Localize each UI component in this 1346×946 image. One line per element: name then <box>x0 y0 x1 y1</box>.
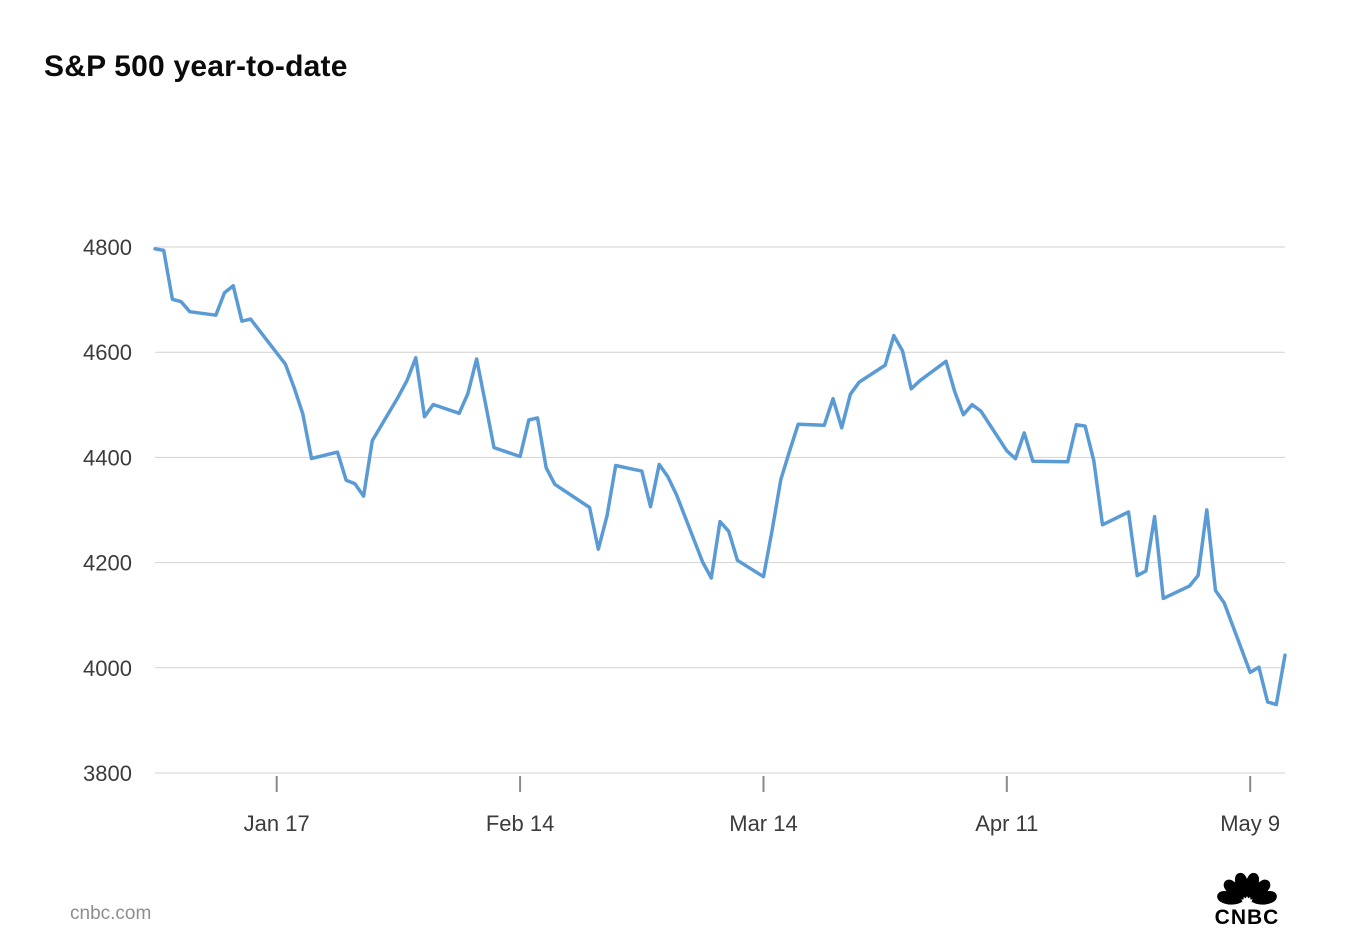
y-axis-tick-label: 4200 <box>83 551 132 576</box>
source-attribution: cnbc.com <box>70 903 152 924</box>
cnbc-logo: CNBC <box>1206 854 1288 930</box>
y-axis-tick-label: 4800 <box>83 235 132 260</box>
x-axis-tick-label: Mar 14 <box>729 811 797 836</box>
x-axis-tick-label: Apr 11 <box>975 811 1038 836</box>
chart-title: S&P 500 year-to-date <box>44 50 348 83</box>
y-axis-tick-label: 3800 <box>83 761 132 786</box>
y-axis-tick-label: 4000 <box>83 656 132 681</box>
x-axis-tick-label: Jan 17 <box>244 811 310 836</box>
peacock-icon <box>1217 872 1277 905</box>
x-axis-tick-label: Feb 14 <box>486 811 555 836</box>
y-axis-tick-label: 4600 <box>83 340 132 365</box>
sp500-price-line <box>153 247 1287 707</box>
y-axis-tick-label: 4400 <box>83 445 132 470</box>
x-axis-tick-label: May 9 <box>1220 811 1280 836</box>
logo-wordmark: CNBC <box>1214 906 1280 929</box>
